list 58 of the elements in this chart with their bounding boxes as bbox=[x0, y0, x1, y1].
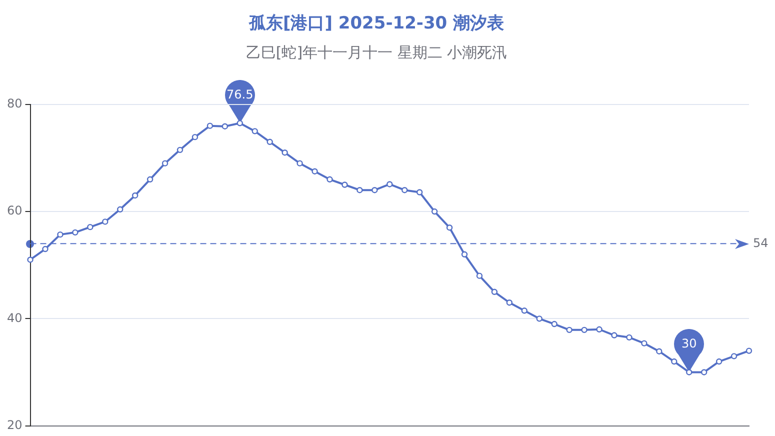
point bbox=[716, 358, 722, 365]
point bbox=[476, 272, 483, 279]
point bbox=[671, 358, 678, 365]
point bbox=[521, 308, 528, 314]
point bbox=[356, 187, 363, 194]
point bbox=[146, 176, 154, 182]
point bbox=[626, 334, 632, 341]
y-tick-label: 80 bbox=[6, 96, 22, 111]
point bbox=[730, 353, 738, 360]
point bbox=[611, 332, 618, 338]
point bbox=[536, 316, 542, 322]
point bbox=[132, 192, 138, 199]
point bbox=[461, 251, 468, 258]
point bbox=[746, 348, 752, 354]
point bbox=[656, 348, 662, 354]
point bbox=[342, 182, 348, 188]
point bbox=[42, 246, 48, 252]
point bbox=[700, 369, 708, 376]
point bbox=[206, 122, 214, 129]
point bbox=[402, 187, 408, 194]
point bbox=[551, 320, 558, 328]
point bbox=[296, 160, 303, 166]
chart-subtitle: 乙巳[蛇]年十一月十一 星期二 小潮死汛 bbox=[246, 43, 508, 62]
point bbox=[386, 181, 393, 188]
point bbox=[372, 187, 378, 194]
y-tick-label: 20 bbox=[6, 418, 22, 432]
point bbox=[222, 123, 228, 130]
point bbox=[192, 134, 198, 140]
point bbox=[686, 369, 692, 376]
point bbox=[416, 189, 423, 196]
y-tick-label: 60 bbox=[6, 204, 22, 218]
point bbox=[236, 120, 243, 126]
point bbox=[176, 146, 184, 154]
point bbox=[57, 231, 64, 238]
point bbox=[596, 326, 602, 332]
annotation: 76.5 bbox=[226, 87, 254, 102]
point bbox=[102, 218, 108, 225]
point bbox=[117, 206, 124, 212]
chart-title: 孤东[港口] 2025-12-30 潮汐表 bbox=[248, 14, 506, 34]
point bbox=[566, 326, 572, 334]
point bbox=[72, 229, 78, 236]
point bbox=[266, 138, 273, 145]
point bbox=[162, 160, 168, 166]
point bbox=[446, 224, 453, 231]
point bbox=[312, 168, 318, 174]
annotation: 30 bbox=[681, 336, 697, 350]
ref-line-label: 54 bbox=[753, 236, 768, 250]
point bbox=[282, 150, 288, 156]
point bbox=[252, 128, 258, 134]
point bbox=[87, 224, 94, 230]
point bbox=[581, 326, 588, 334]
point bbox=[326, 176, 333, 182]
point bbox=[27, 256, 34, 263]
point bbox=[491, 288, 498, 295]
point bbox=[506, 299, 513, 306]
point bbox=[641, 340, 648, 346]
y-tick-label: 40 bbox=[6, 310, 22, 325]
point bbox=[431, 208, 438, 215]
